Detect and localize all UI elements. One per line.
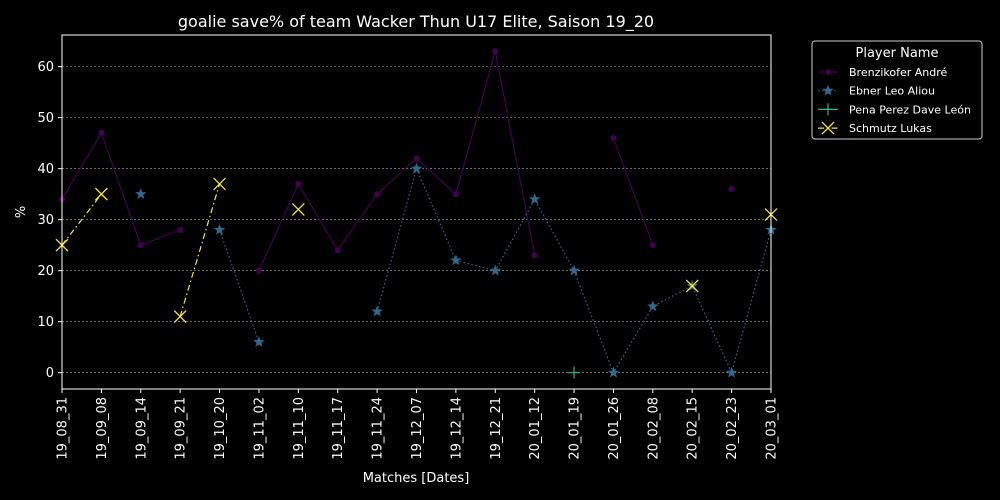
data-point: [647, 300, 659, 312]
data-point: [94, 187, 108, 201]
data-point: [137, 242, 144, 249]
x-tick-label: 19_12_21: [489, 397, 504, 460]
data-point: [413, 155, 420, 162]
data-point: [452, 191, 459, 198]
x-tick-label: 20_01_26: [607, 397, 622, 460]
legend-label: Pena Perez Dave León: [849, 103, 971, 116]
data-point: [213, 223, 226, 235]
x-axis: 19_08_31 19_09_08 19_09_14 19_09_21 19_10_20…: [56, 389, 780, 460]
y-tick-label: 60: [37, 60, 54, 75]
data-point: [295, 180, 302, 187]
data-point: [821, 121, 835, 135]
series-line: [218, 229, 260, 343]
legend-item: Pena Perez Dave León: [818, 103, 971, 116]
legend-box: [811, 40, 983, 140]
y-tick-label: 0: [46, 366, 54, 381]
legend-item: Schmutz Lukas: [818, 121, 932, 135]
data-point: [177, 226, 184, 233]
data-point: [173, 310, 187, 324]
legend-label: Schmutz Lukas: [849, 122, 932, 135]
legend-label: Ebner Leo Aliou: [849, 85, 935, 98]
legend-title: Player Name: [856, 46, 939, 61]
x-tick-label: 19_09_08: [95, 397, 110, 460]
data-point: [728, 186, 735, 193]
data-point: [492, 48, 499, 55]
chart-title: goalie save% of team Wacker Thun U17 Eli…: [178, 12, 654, 32]
x-tick-label: 19_12_07: [410, 397, 425, 460]
series-layer: [55, 48, 778, 379]
series: [55, 177, 778, 324]
legend-item: Ebner Leo Aliou: [818, 84, 935, 98]
x-axis-label: Matches [Dates]: [363, 471, 470, 486]
data-point: [213, 177, 227, 191]
legend-item: Brenzikofer André: [818, 66, 948, 79]
x-tick-label: 20_02_08: [646, 397, 661, 460]
legend-items: Brenzikofer André Ebner Leo Aliou Pena Per…: [818, 66, 971, 135]
series-line: [61, 131, 181, 246]
data-point: [568, 366, 581, 379]
y-axis: 0 10 20 30 40 50 60: [37, 60, 62, 381]
data-point: [255, 267, 262, 274]
series: [568, 366, 581, 379]
data-point: [291, 202, 305, 216]
y-tick-label: 50: [37, 111, 54, 126]
data-point: [685, 279, 699, 293]
data-point: [528, 193, 541, 205]
series-line: [612, 137, 654, 246]
y-tick-label: 20: [37, 264, 54, 279]
x-tick-label: 20_01_19: [568, 397, 583, 460]
data-point: [98, 129, 105, 136]
x-tick-label: 20_01_12: [528, 397, 543, 460]
data-point: [649, 242, 656, 249]
x-tick-label: 19_11_17: [331, 397, 346, 460]
y-tick-label: 30: [37, 213, 54, 228]
data-point: [489, 264, 501, 276]
x-tick-label: 19_11_10: [292, 397, 307, 460]
data-point: [610, 135, 617, 142]
gridlines: [62, 66, 771, 373]
x-tick-label: 19_09_21: [174, 397, 189, 460]
x-tick-label: 19_10_20: [213, 397, 228, 460]
x-tick-label: 19_08_31: [56, 397, 71, 460]
data-point: [607, 366, 620, 378]
x-tick-label: 20_02_23: [725, 397, 740, 460]
data-point: [825, 69, 831, 75]
data-point: [822, 84, 834, 96]
data-point: [334, 247, 341, 254]
data-point: [135, 188, 147, 199]
x-tick-label: 20_02_15: [686, 397, 701, 460]
y-tick-label: 10: [37, 315, 54, 330]
x-tick-label: 19_11_02: [252, 397, 267, 460]
series-line: [61, 193, 102, 246]
data-point: [410, 162, 423, 174]
data-point: [371, 305, 383, 317]
series: [59, 48, 735, 274]
legend-label: Brenzikofer André: [849, 66, 948, 79]
x-tick-label: 20_03_01: [765, 397, 780, 460]
data-point: [253, 336, 265, 347]
x-tick-label: 19_11_24: [371, 397, 386, 460]
y-tick-label: 40: [37, 162, 54, 177]
data-point: [531, 252, 538, 259]
series-line: [258, 51, 536, 271]
legend: Player Name Brenzikofer André Ebner Leo A…: [811, 40, 983, 140]
x-tick-label: 19_09_14: [134, 397, 149, 460]
series-line: [179, 183, 221, 317]
plot-frame: [61, 34, 772, 390]
data-point: [725, 366, 738, 378]
data-point: [450, 254, 462, 266]
data-point: [822, 103, 834, 116]
data-point: [568, 264, 580, 276]
y-axis-label: %: [14, 206, 29, 218]
data-point: [374, 191, 381, 198]
x-tick-label: 19_12_14: [449, 397, 464, 460]
